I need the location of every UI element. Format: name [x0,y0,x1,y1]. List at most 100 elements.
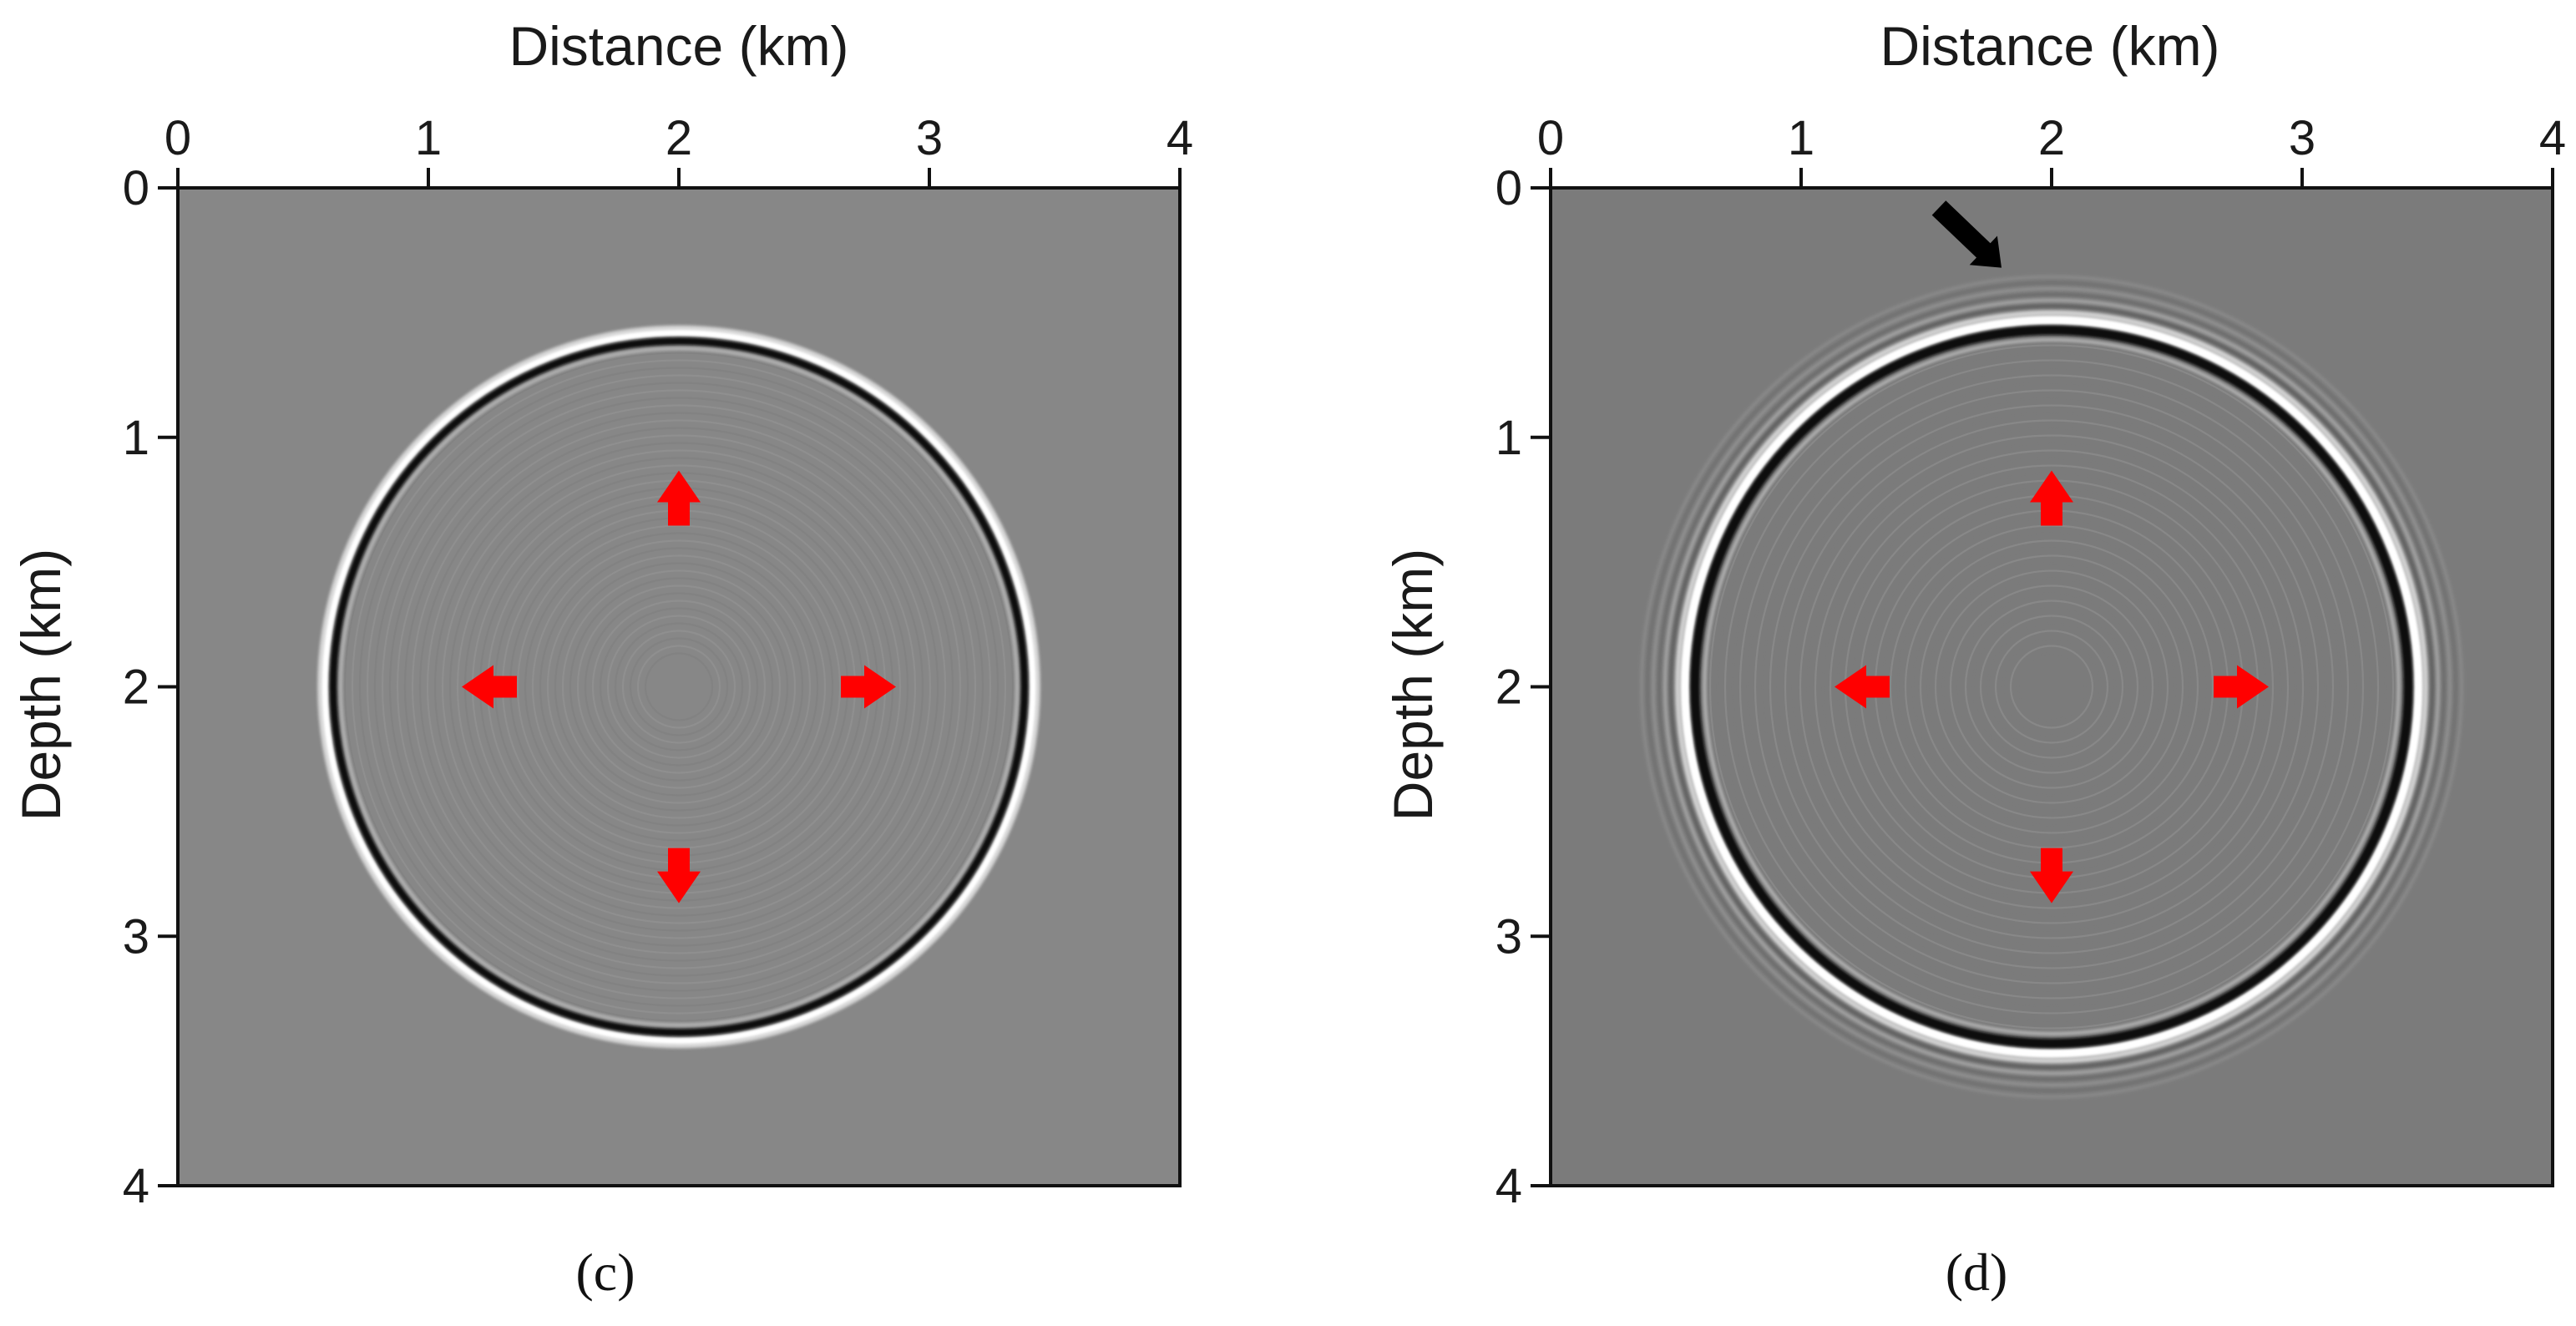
x-tick-label: 3 [2289,111,2315,165]
panel-d-ylabel: Depth (km) [1382,549,1444,821]
interior-ripple [441,449,917,924]
interior-ripple [1979,615,2124,759]
interior-ripple [569,577,789,797]
interior-ripple [1708,344,2395,1030]
interior-ripple [561,569,797,804]
interior-ripple [1964,600,2139,774]
y-tick-label: 4 [1495,1159,1522,1213]
interior-ripple [1889,524,2214,849]
interior-ripple [1738,374,2365,1000]
x-tick-label: 3 [916,111,943,165]
interior-ripple [1814,449,2290,924]
interior-ripple [591,600,767,774]
interior-ripple [1776,412,2327,962]
interior-ripple [629,637,729,736]
interior-ripple [1941,577,2162,797]
interior-ripple [373,382,984,992]
panel-c-xlabel: Distance (km) [509,15,848,77]
interior-ripple [1986,622,2117,752]
black-arrow [1931,200,2002,268]
y-tick-label: 1 [1495,411,1522,465]
panel-c-wavefield [317,325,1040,1049]
interior-ripple [1769,404,2335,969]
red-arrow-left [1835,665,1890,709]
interior-ripple [366,374,992,1000]
interior-ripple [1926,562,2177,812]
y-tick-label: 2 [123,660,149,715]
interior-ripple [1896,532,2207,842]
x-tick-label: 1 [415,111,442,165]
panel-d-caption: (d) [1946,1242,2008,1302]
wavefront-white [1680,315,2423,1059]
interior-ripple [1746,382,2357,992]
y-tick-label: 2 [1495,660,1522,715]
wavefront-inner-halo [1703,338,2401,1035]
y-tick-label: 4 [123,1159,149,1213]
precursor-ring [1646,281,2457,1093]
interior-ripple [448,457,909,917]
interior-ripple [1934,569,2169,804]
interior-ripple [456,464,902,909]
panel-c-ylabel: Depth (km) [10,549,72,821]
red-arrow-up [657,470,701,526]
interior-ripple [644,652,714,721]
interior-ripple [636,645,721,729]
precursor-ring [1669,304,2434,1070]
panel-d-plot-area [1551,188,2553,1186]
wavefront-inner-halo [339,347,1019,1027]
interior-ripple [539,547,819,827]
panel-d-xlabel: Distance (km) [1880,15,2219,77]
interior-ripple [2009,645,2094,729]
wavefront-black [329,337,1029,1036]
x-tick-label: 4 [1167,111,1193,165]
interior-ripple [1956,592,2147,782]
red-arrow-down [657,848,701,903]
x-tick-label: 0 [164,111,191,165]
y-tick-label: 0 [1495,161,1522,215]
interior-ripple [1904,539,2199,834]
interior-ripple [1994,630,2109,744]
interior-ripple [403,412,954,962]
interior-ripple [433,442,924,932]
interior-ripple [1949,585,2154,789]
panel-d: Distance (km) Depth (km) (d) 0 1 2 3 4 0 1 2 3 4 [1382,15,2566,1302]
precursor-ring [1651,286,2452,1087]
interior-ripple [531,539,827,834]
y-tick-label: 3 [123,909,149,964]
x-tick-label: 2 [2038,111,2065,165]
interior-ripple [343,352,1015,1022]
interior-ripple [426,434,932,939]
interior-ripple [1791,427,2312,947]
x-tick-label: 0 [1537,111,1564,165]
interior-ripple [621,630,736,744]
wavefront-black [1689,325,2414,1049]
interior-ripple [524,532,834,842]
wavefront-halo [317,325,1040,1049]
interior-ripple [516,524,842,849]
interior-ripple [584,592,774,782]
interior-ripple [1701,337,2402,1037]
interior-ripple [546,554,812,819]
red-arrow-up [2030,470,2073,526]
precursor-ring [1657,292,2446,1081]
interior-ripple [576,585,782,789]
y-tick-label: 1 [123,411,149,465]
interior-ripple [351,359,1007,1015]
interior-ripple [1754,389,2350,984]
interior-ripple [1829,464,2275,909]
interior-ripple [358,367,1000,1007]
red-arrow-left [462,665,517,709]
red-arrow-right [2214,665,2269,709]
interior-ripple [554,562,804,812]
x-tick-label: 4 [2539,111,2566,165]
y-tick-label: 3 [1495,909,1522,964]
interior-ripple [1821,457,2282,917]
y-tick-label: 0 [123,161,149,215]
red-arrow-down [2030,848,2073,903]
interior-ripple [1716,352,2387,1022]
interior-ripple [1784,419,2320,954]
x-tick-label: 2 [666,111,692,165]
interior-ripple [606,615,752,759]
interior-ripple [381,389,977,984]
